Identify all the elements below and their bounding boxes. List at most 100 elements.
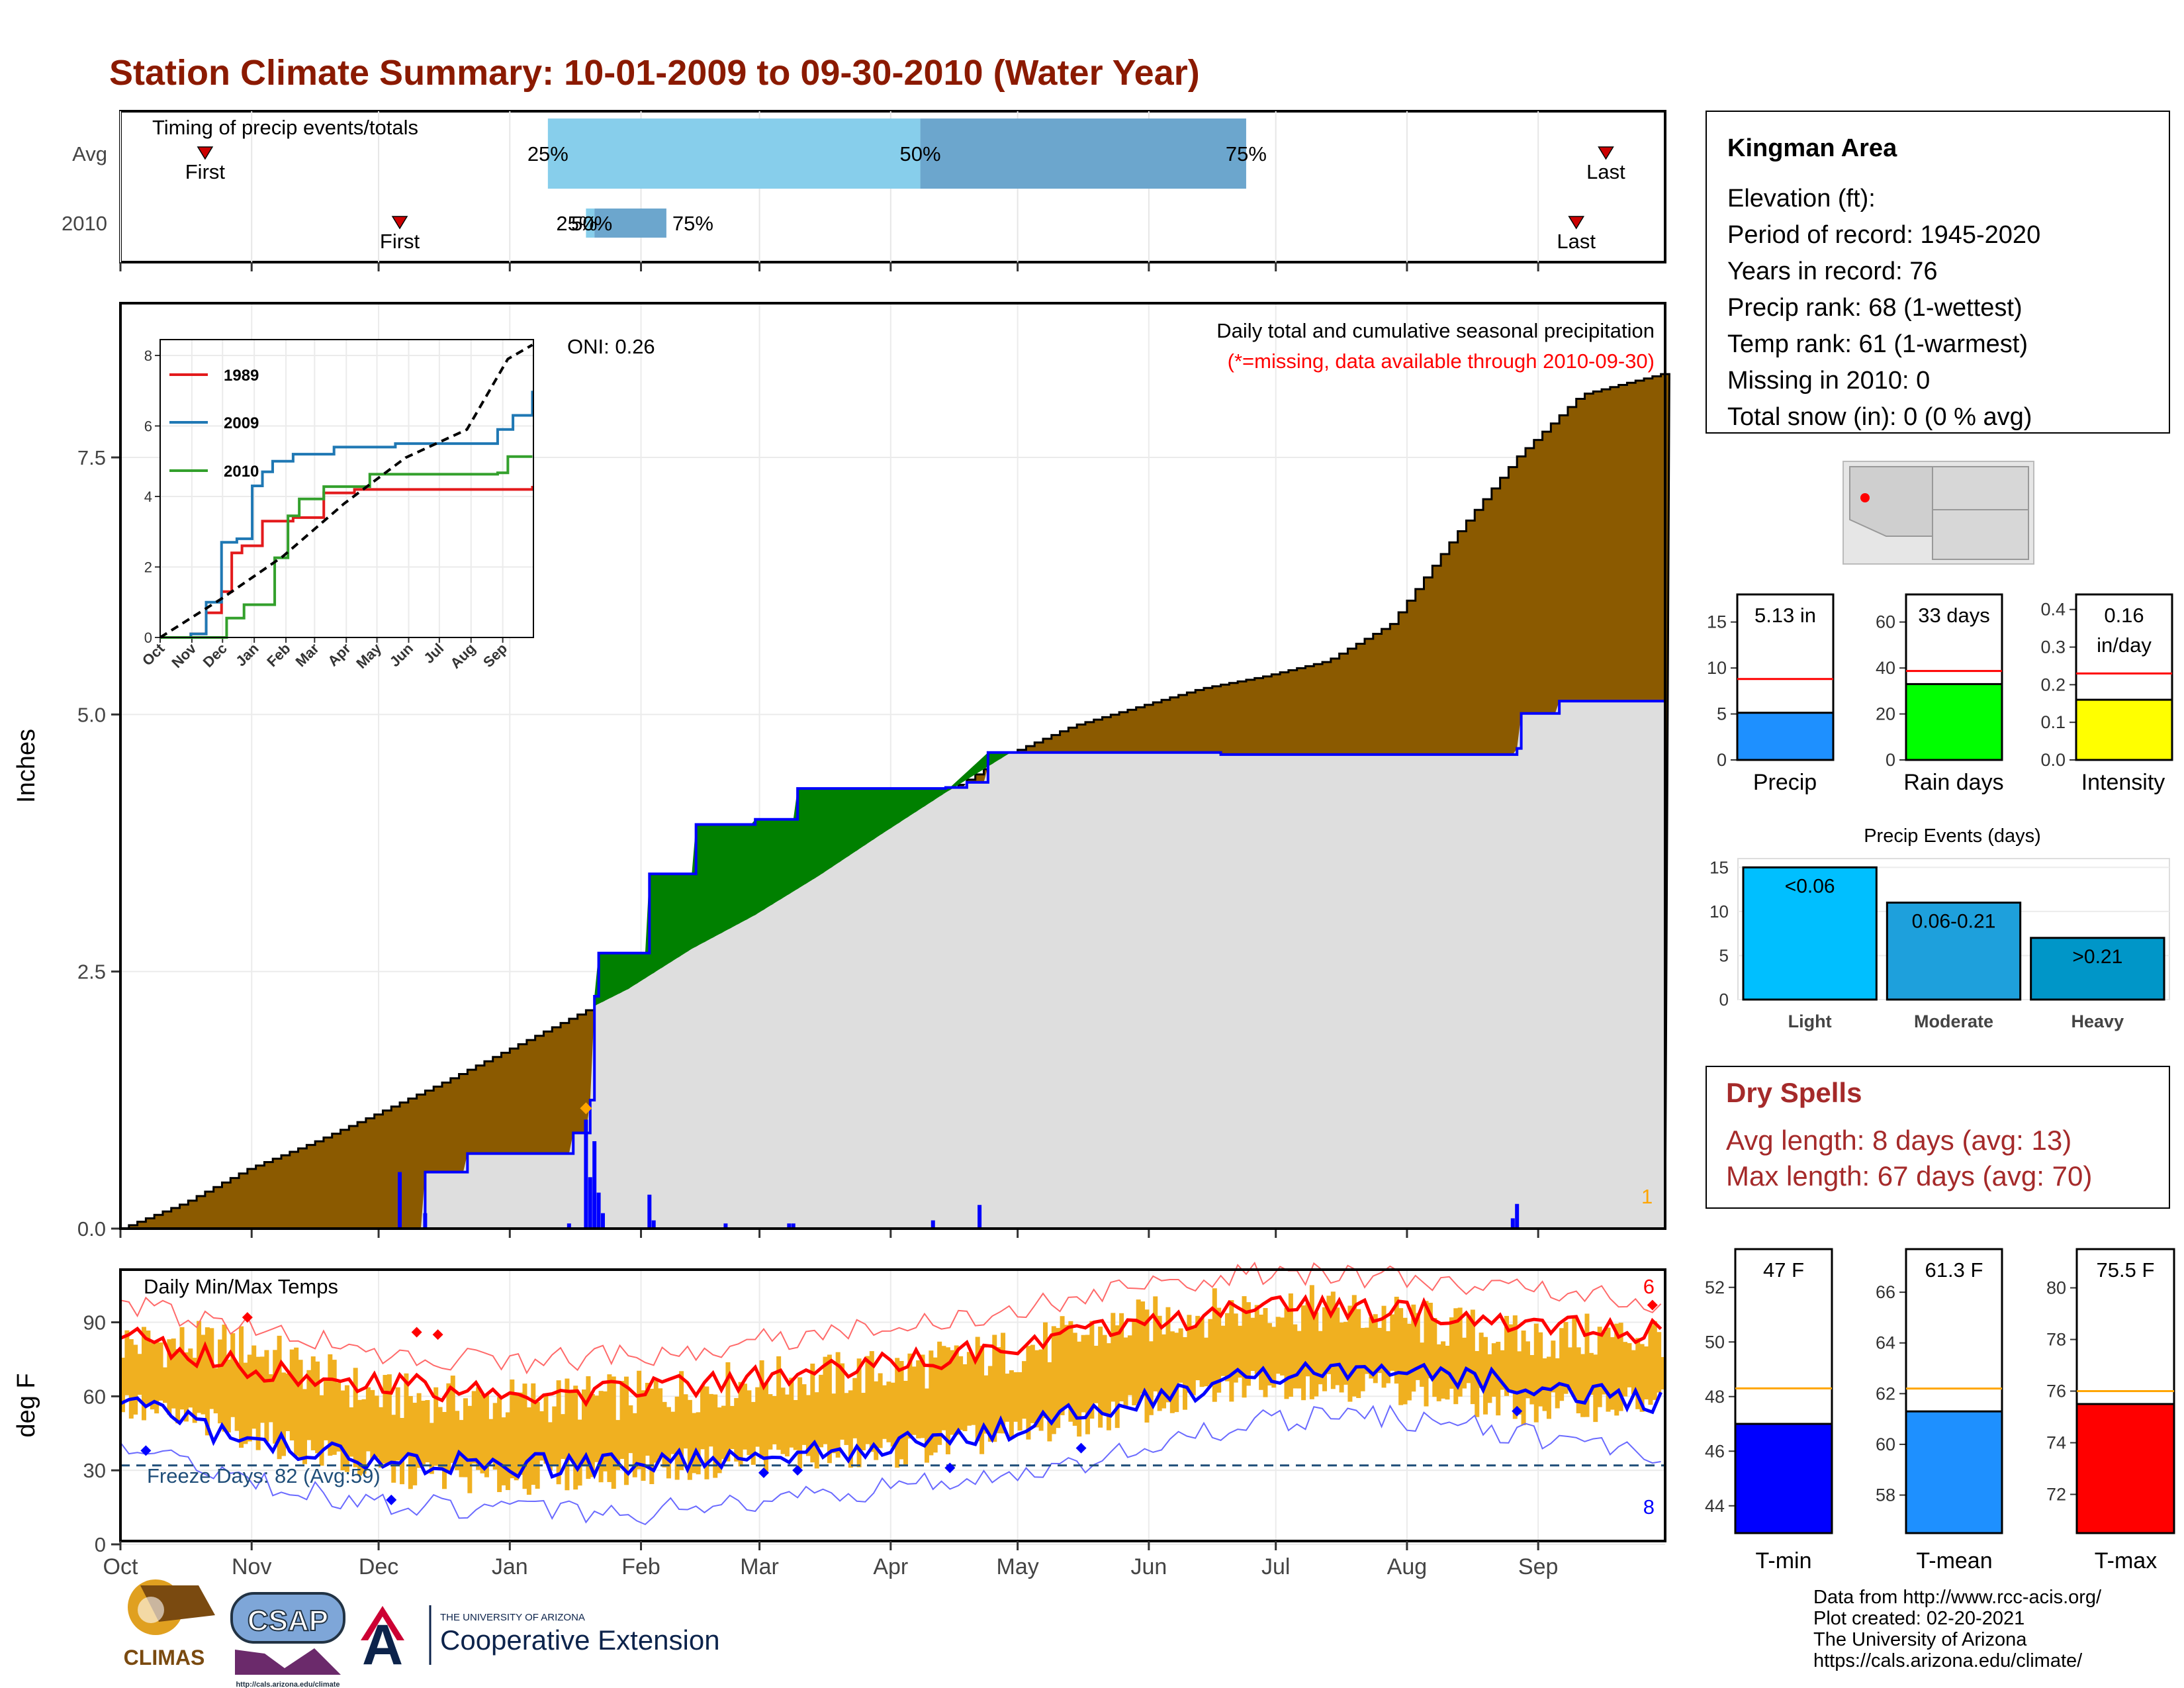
value-bar [1905,1410,2003,1534]
daily-temp-bar [344,1385,349,1472]
record-low-marker [792,1465,803,1476]
inset-series-line-avg [159,344,533,639]
daily-temp-bar [1242,1296,1247,1398]
daily-temp-bar [797,1377,803,1469]
daily-temp-bar [429,1423,434,1474]
daily-temp-bar [1001,1333,1006,1434]
daily-temp-bar [1187,1315,1192,1393]
daily-temp-bar [1115,1325,1120,1429]
small-chart-y-tick-label: 50 [1705,1332,1725,1352]
daily-temp-bar [505,1412,510,1490]
daily-temp-bar [793,1399,798,1450]
daily-temp-bar [619,1381,625,1459]
daily-temp-bar [768,1394,773,1450]
daily-temp-bar [1475,1350,1480,1417]
timing-marker-label: Last [1557,230,1596,253]
daily-temp-bar [1385,1331,1390,1383]
daily-precip-bar [931,1220,935,1229]
daily-temp-bar [763,1382,768,1474]
daily-temp-bar [328,1354,333,1456]
small-chart-y-tick-label: 20 [1876,704,1895,724]
daily-temp-bar [1301,1305,1306,1401]
daily-temp-bar [1169,1331,1175,1413]
daily-temp-bar [924,1388,929,1463]
daily-temp-bar [379,1407,384,1468]
daily-temp-bar [1593,1354,1598,1423]
daily-precip-bar [600,1213,605,1229]
daily-temp-bar [1504,1315,1510,1396]
daily-temp-bar [670,1411,676,1454]
daily-temp-bar [561,1414,566,1459]
event-category-label: Moderate [1914,1011,1993,1031]
daily-temp-bar [1623,1342,1628,1397]
daily-temp-bar [1411,1304,1416,1392]
daily-temp-bar [1111,1313,1116,1402]
daily-temp-bar [996,1347,1001,1434]
daily-temp-bar [1563,1322,1569,1394]
daily-temp-bar [446,1383,451,1473]
daily-temp-bar [577,1419,582,1486]
daily-temp-bar [992,1335,997,1442]
daily-temp-bar [666,1407,671,1479]
daily-temp-bar [1246,1302,1251,1386]
small-chart-y-tick-label: 62 [1876,1383,1895,1403]
inset-series-line-2009 [160,391,534,639]
daily-temp-bar [1013,1372,1019,1422]
daily-temp-bar [289,1349,295,1441]
event-category-label: Light [1788,1011,1832,1031]
surplus-area [594,752,1009,1006]
dry-spells-title: Dry Spells [1726,1077,1862,1108]
daily-temp-bar [539,1411,545,1461]
daily-temp-bar [1343,1321,1349,1385]
daily-temp-bar [455,1411,460,1470]
temps-x-tick-label: Mar [740,1554,779,1579]
timing-bar-25-50 [547,118,921,189]
daily-temp-bar [192,1358,197,1423]
daily-temp-bar [260,1356,265,1423]
daily-temp-bar [387,1374,392,1463]
small-chart-y-tick-label: 44 [1705,1496,1725,1516]
inset-series-line-2010 [160,455,533,639]
record-max-line [120,1261,1662,1375]
daily-temp-bar [218,1339,223,1424]
daily-temp-bar [213,1368,218,1414]
daily-temp-bar [1195,1315,1201,1381]
daily-temp-bar [1043,1322,1048,1419]
small-chart-y-tick-label: 52 [1705,1278,1725,1297]
small-chart-y-tick-label: 0 [1886,750,1895,770]
footer-line-4: https://cals.arizona.edu/climate/ [1813,1650,2083,1671]
event-bar [1886,902,2022,1001]
daily-temp-bar [441,1412,447,1489]
daily-temp-bar [933,1357,938,1453]
daily-temp-bar [1047,1362,1052,1442]
daily-temp-bar [759,1360,764,1459]
daily-temp-bar [632,1413,637,1477]
daily-temp-bar [162,1367,167,1403]
csap-url-text: http://cals.arizona.edu/climate [236,1681,340,1688]
daily-temp-bar [966,1352,972,1426]
daily-temp-bar [531,1383,536,1485]
small-chart-y-tick-label: 15 [1707,612,1727,632]
record-high-marker [242,1312,253,1323]
record-low-marker [386,1494,397,1505]
daily-temp-bar [408,1396,413,1489]
daily-temp-bar [171,1338,176,1409]
daily-precip-bar [651,1220,656,1229]
temps-x-tick-label: Aug [1387,1554,1428,1579]
daily-temp-bar [662,1401,667,1468]
daily-temp-bar [1174,1333,1179,1413]
location-map [1843,461,2034,565]
daily-temp-bar [1364,1327,1369,1374]
ua-logo-small-text: THE UNIVERSITY OF ARIZONA [440,1612,585,1623]
daily-temp-bar [819,1374,824,1448]
daily-temp-bar [1022,1361,1027,1419]
daily-temp-bar [623,1376,629,1485]
daily-precip-bar [647,1194,652,1229]
daily-temp-bar [277,1335,282,1460]
daily-temp-bar [1339,1322,1344,1393]
daily-temp-bar [476,1387,481,1470]
daily-temp-bar [433,1387,439,1466]
small-chart-y-tick-label: 58 [1876,1485,1895,1505]
rain-days-chart: 0 20 40 60 33 days Rain days [1876,593,2004,795]
precip-events-chart: Precip Events (days) 0 5 10 15 <0.06 Light 0.0… [1709,825,2170,1031]
